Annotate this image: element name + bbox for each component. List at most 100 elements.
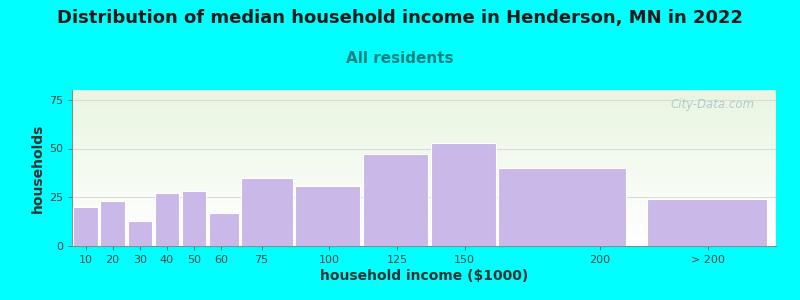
Bar: [72, 167, 776, 168]
Bar: [72, 236, 776, 237]
Bar: [72, 161, 776, 162]
Bar: [72, 239, 776, 240]
Bar: [72, 114, 776, 115]
Bar: [72, 134, 776, 135]
Bar: [72, 133, 776, 134]
Bar: [72, 204, 776, 205]
Bar: [72, 148, 776, 149]
Bar: [647, 199, 766, 246]
Bar: [72, 174, 776, 175]
Text: All residents: All residents: [346, 51, 454, 66]
Bar: [72, 195, 776, 196]
Bar: [72, 216, 776, 217]
Bar: [72, 243, 776, 244]
Bar: [72, 212, 776, 213]
Bar: [72, 120, 776, 121]
Bar: [72, 175, 776, 176]
Bar: [72, 192, 776, 193]
Bar: [72, 93, 776, 94]
Bar: [72, 105, 776, 106]
Bar: [72, 208, 776, 209]
Bar: [72, 182, 776, 183]
Bar: [72, 151, 776, 152]
Bar: [72, 127, 776, 128]
Bar: [72, 166, 776, 167]
Bar: [72, 157, 776, 158]
Bar: [72, 185, 776, 186]
Bar: [72, 214, 776, 215]
Bar: [72, 165, 776, 166]
Y-axis label: households: households: [30, 123, 45, 213]
Bar: [72, 222, 776, 223]
Bar: [72, 240, 776, 241]
Bar: [498, 168, 626, 246]
Bar: [72, 97, 776, 98]
Bar: [72, 162, 776, 163]
Bar: [72, 183, 776, 184]
Bar: [72, 95, 776, 96]
Bar: [72, 140, 776, 141]
Bar: [72, 102, 776, 103]
Bar: [72, 226, 776, 227]
Bar: [72, 169, 776, 170]
Bar: [72, 224, 776, 225]
Text: Distribution of median household income in Henderson, MN in 2022: Distribution of median household income …: [57, 9, 743, 27]
Bar: [72, 153, 776, 154]
Bar: [72, 160, 776, 161]
Bar: [72, 146, 776, 147]
Bar: [72, 163, 776, 164]
Bar: [72, 215, 776, 216]
Bar: [72, 170, 776, 171]
Bar: [72, 207, 776, 208]
Bar: [72, 124, 776, 125]
Bar: [72, 196, 776, 197]
Bar: [72, 99, 776, 100]
Bar: [72, 221, 776, 222]
Bar: [72, 206, 776, 207]
Bar: [72, 152, 776, 153]
Bar: [72, 113, 776, 114]
Bar: [72, 245, 776, 246]
Bar: [72, 112, 776, 113]
Bar: [242, 178, 293, 246]
Bar: [72, 100, 776, 101]
Bar: [72, 142, 776, 143]
Bar: [72, 231, 776, 232]
Bar: [72, 229, 776, 230]
Bar: [72, 107, 776, 108]
Bar: [72, 101, 776, 102]
X-axis label: household income ($1000): household income ($1000): [320, 269, 528, 283]
Bar: [72, 135, 776, 136]
Bar: [72, 130, 776, 131]
Bar: [72, 139, 776, 140]
Bar: [72, 94, 776, 95]
Bar: [72, 217, 776, 218]
Bar: [72, 145, 776, 146]
Bar: [72, 201, 776, 202]
Bar: [72, 179, 776, 180]
Bar: [72, 200, 776, 201]
Bar: [72, 90, 776, 91]
Bar: [72, 168, 776, 169]
Bar: [72, 210, 776, 211]
Bar: [72, 181, 776, 182]
Bar: [72, 213, 776, 214]
Bar: [72, 228, 776, 229]
Bar: [72, 123, 776, 124]
Bar: [72, 155, 776, 156]
Bar: [72, 189, 776, 190]
Bar: [72, 188, 776, 189]
Bar: [72, 156, 776, 157]
Bar: [101, 201, 125, 246]
Bar: [72, 191, 776, 192]
Bar: [72, 199, 776, 200]
Bar: [72, 104, 776, 105]
Bar: [72, 225, 776, 226]
Bar: [72, 126, 776, 127]
Bar: [72, 244, 776, 245]
Bar: [72, 219, 776, 220]
Bar: [72, 143, 776, 144]
Bar: [72, 108, 776, 109]
Bar: [72, 132, 776, 133]
Bar: [72, 154, 776, 155]
